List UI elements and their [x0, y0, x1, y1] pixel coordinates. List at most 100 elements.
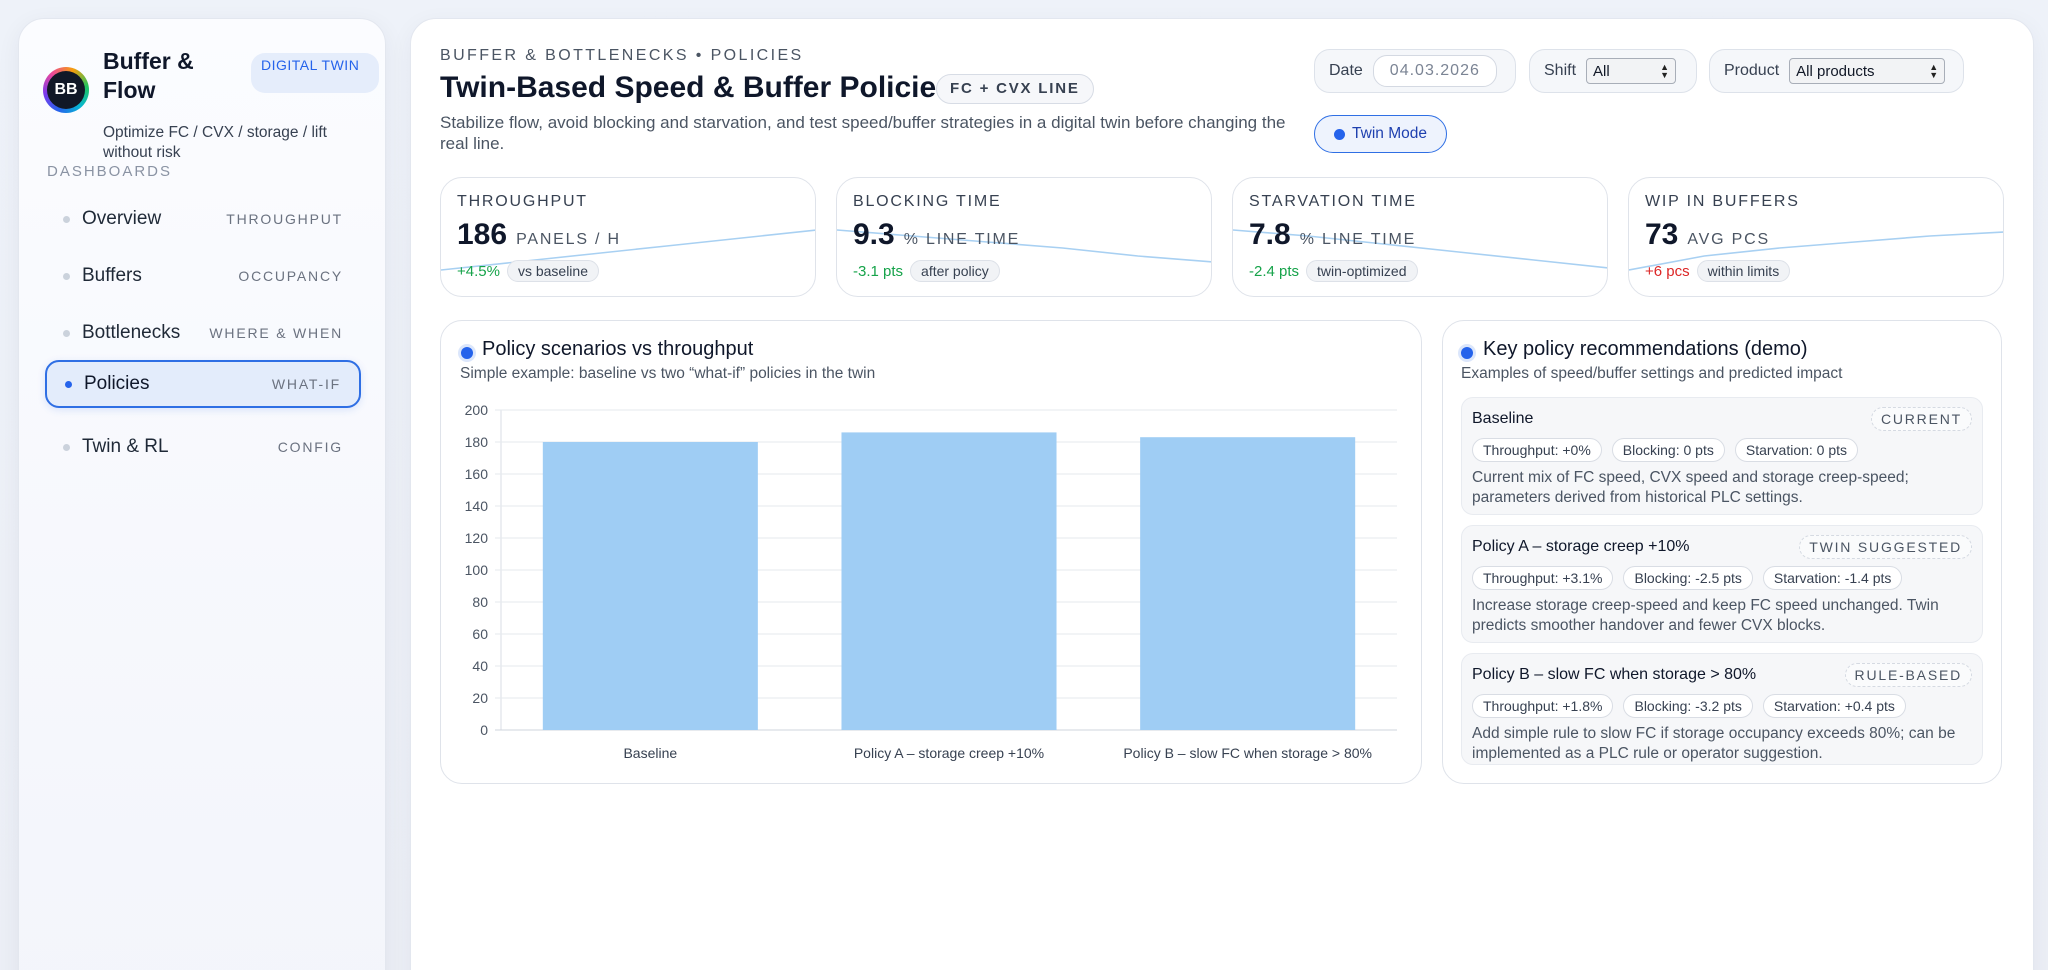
kpi-value: 73 [1645, 218, 1679, 251]
page-description: Stabilize flow, avoid blocking and starv… [440, 113, 1286, 153]
kpi-label: STARVATION TIME [1249, 193, 1417, 210]
date-filter: Date 04.03.2026 [1314, 49, 1516, 93]
twin-mode-dot-icon [1334, 128, 1346, 140]
y-tick-label: 120 [465, 530, 489, 546]
recommendation-item[interactable]: Policy B – slow FC when storage > 80% RU… [1461, 653, 1983, 765]
x-tick-label: Policy A – storage creep +10% [854, 745, 1044, 761]
card-title-dot-icon [1461, 347, 1473, 359]
rec-card-title: Key policy recommendations (demo) [1483, 338, 1808, 360]
kpi-unit: % LINE TIME [903, 231, 1021, 248]
kpi-unit: % LINE TIME [1299, 231, 1417, 248]
kpi-delta: -2.4 pts [1249, 262, 1300, 280]
sidebar-item-label: Buffers [82, 265, 142, 286]
rec-badge: TWIN SUGGESTED [1799, 535, 1972, 559]
sidebar-item-label: Bottlenecks [82, 322, 181, 343]
rec-description: Current mix of FC speed, CVX speed and s… [1472, 469, 1909, 506]
kpi-value: 7.8 [1249, 218, 1291, 251]
kpi-delta: -3.1 pts [853, 262, 904, 280]
kpi-unit: PANELS / H [516, 231, 621, 248]
rec-chip: Blocking: -3.2 pts [1623, 694, 1753, 718]
brand-pill: DIGITAL TWIN [251, 53, 379, 93]
shift-label: Shift [1544, 62, 1577, 79]
nav-dot-icon [63, 215, 70, 223]
page-title: Twin-Based Speed & Buffer Policies [440, 71, 953, 104]
recommendation-item[interactable]: Baseline CURRENT Throughput: +0% Blockin… [1461, 397, 1983, 515]
rec-badge: CURRENT [1870, 407, 1972, 431]
y-tick-label: 100 [465, 562, 489, 578]
rec-chip: Throughput: +3.1% [1472, 566, 1614, 590]
y-tick-label: 160 [465, 466, 489, 482]
recommendation-item[interactable]: Policy A – storage creep +10% TWIN SUGGE… [1461, 525, 1983, 643]
rec-chip: Throughput: +1.8% [1472, 694, 1614, 718]
x-tick-label: Baseline [623, 745, 677, 761]
rec-chip: Starvation: +0.4 pts [1762, 694, 1906, 718]
sidebar-item-policies[interactable]: Policies WHAT-IF [45, 360, 361, 408]
kpi-label: THROUGHPUT [457, 193, 588, 210]
rec-name: Baseline [1472, 410, 1534, 427]
sidebar-item-twin-rl[interactable]: Twin & RL CONFIG [45, 423, 361, 471]
y-tick-label: 60 [472, 626, 488, 642]
sidebar-item-meta: THROUGHPUT [226, 211, 343, 227]
brand-logo-initials: BB [47, 71, 85, 109]
kpi-card-starvation-time: STARVATION TIME 7.8 % LINE TIME -2.4 pts t… [1232, 177, 1608, 297]
rec-description: Increase storage creep-speed and keep FC… [1472, 597, 1939, 634]
kpi-value: 9.3 [853, 218, 895, 251]
y-tick-label: 0 [480, 722, 488, 738]
kpi-sparkline [1233, 229, 1607, 269]
kpi-card-blocking-time: BLOCKING TIME 9.3 % LINE TIME -3.1 pts aft… [836, 177, 1212, 297]
sidebar-item-label: Twin & RL [82, 436, 169, 457]
sidebar-item-overview[interactable]: Overview THROUGHPUT [45, 195, 361, 243]
y-tick-label: 200 [465, 402, 489, 418]
sidebar-item-meta: OCCUPANCY [238, 268, 343, 284]
kpi-unit: AVG PCS [1687, 231, 1770, 248]
chart-card-title: Policy scenarios vs throughput [482, 338, 754, 360]
bar[interactable] [542, 442, 758, 730]
sidebar: BB Buffer & Flow DIGITAL TWIN Optimize F… [18, 18, 386, 970]
sparkline-path [1629, 231, 2003, 271]
sidebar-item-meta: WHERE & WHEN [209, 325, 343, 341]
rec-name: Policy B – slow FC when storage > 80% [1472, 666, 1757, 683]
y-tick-label: 40 [472, 658, 488, 674]
product-select[interactable]: All products ▲ ▼ [1789, 58, 1946, 84]
line-pill: FC + CVX LINE [936, 74, 1094, 104]
nav-dot-icon [63, 329, 70, 337]
policy-chart-card: Policy scenarios vs throughput Simple ex… [440, 320, 1422, 784]
sidebar-item-bottlenecks[interactable]: Bottlenecks WHERE & WHEN [45, 309, 361, 357]
shift-filter: Shift All ▲ ▼ [1529, 49, 1697, 93]
product-select-value: All products [1796, 62, 1875, 80]
select-arrows-icon: ▲ ▼ [1660, 62, 1670, 80]
rec-chip: Starvation: -1.4 pts [1762, 566, 1903, 590]
date-input[interactable]: 04.03.2026 [1372, 55, 1497, 87]
rec-badge: RULE-BASED [1844, 663, 1972, 687]
sidebar-item-buffers[interactable]: Buffers OCCUPANCY [45, 252, 361, 300]
kpi-value: 186 [457, 218, 508, 251]
kpi-sparkline [837, 229, 1211, 263]
sparkline-path [441, 229, 815, 271]
sparkline-path [837, 229, 1211, 263]
kpi-delta: +4.5% [457, 262, 500, 280]
brand-logo: BB [43, 67, 89, 113]
bar[interactable] [841, 432, 1057, 730]
rec-chip: Throughput: +0% [1472, 438, 1602, 462]
sidebar-item-label: Policies [84, 373, 150, 394]
nav-dot-icon [65, 380, 72, 388]
sidebar-item-meta: WHAT-IF [271, 376, 341, 392]
nav-dot-icon [63, 272, 70, 280]
bar[interactable] [1140, 437, 1356, 730]
y-tick-label: 140 [465, 498, 489, 514]
y-tick-label: 80 [472, 594, 488, 610]
rec-card-subtitle: Examples of speed/buffer settings and pr… [1461, 365, 1843, 382]
main-panel: BUFFER & BOTTLENECKS • POLICIES Twin-Bas… [410, 18, 2034, 970]
twin-mode-toggle[interactable]: Twin Mode [1314, 115, 1447, 153]
kpi-tag: vs baseline [506, 260, 599, 282]
date-label: Date [1329, 62, 1363, 79]
kpi-delta: +6 pcs [1645, 262, 1690, 280]
kpi-tag: after policy [910, 260, 1000, 282]
kpi-label: WIP IN BUFFERS [1645, 193, 1800, 210]
sparkline-path [1233, 229, 1607, 269]
sidebar-item-meta: CONFIG [277, 439, 343, 455]
shift-select[interactable]: All ▲ ▼ [1586, 58, 1677, 84]
card-title-dot-icon [461, 347, 473, 359]
nav-dot-icon [63, 443, 70, 451]
x-tick-label: Policy B – slow FC when storage > 80% [1123, 745, 1372, 761]
